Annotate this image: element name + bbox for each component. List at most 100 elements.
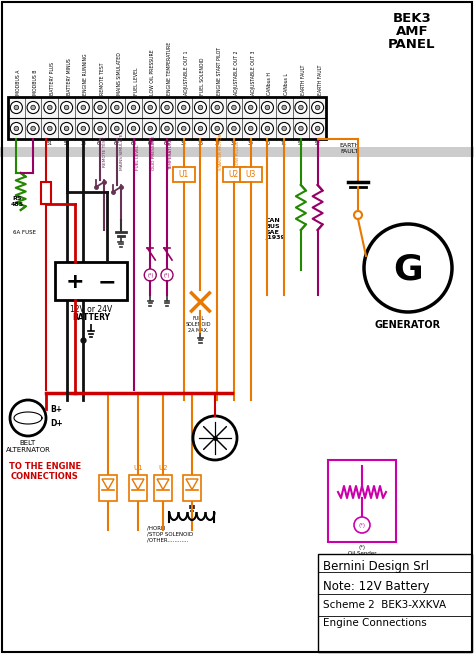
Text: BELT: BELT — [20, 440, 36, 446]
Circle shape — [61, 101, 73, 114]
Text: CAN
BUS
SAE
J1939: CAN BUS SAE J1939 — [265, 218, 285, 241]
Circle shape — [354, 517, 370, 533]
Circle shape — [161, 122, 173, 135]
Text: GLOW PLUGS: GLOW PLUGS — [236, 141, 240, 170]
Circle shape — [228, 122, 240, 135]
Text: PANEL: PANEL — [388, 38, 436, 51]
Circle shape — [98, 105, 102, 110]
Circle shape — [315, 126, 320, 131]
Circle shape — [178, 101, 190, 114]
Circle shape — [194, 101, 207, 114]
Text: EARTH FAULT: EARTH FAULT — [301, 65, 306, 95]
Circle shape — [194, 122, 207, 135]
Text: ADJUSTABLE OUT 2: ADJUSTABLE OUT 2 — [234, 50, 239, 95]
Text: U2: U2 — [158, 465, 168, 471]
Circle shape — [77, 122, 89, 135]
Circle shape — [98, 126, 102, 131]
Text: 35: 35 — [181, 141, 187, 146]
Circle shape — [311, 101, 324, 114]
Text: 71: 71 — [281, 141, 287, 146]
Text: /HORN
/STOP SOLENOID
/OTHER............: /HORN /STOP SOLENOID /OTHER............ — [147, 526, 193, 543]
Circle shape — [131, 126, 136, 131]
Text: Engine Connections: Engine Connections — [323, 618, 427, 628]
Text: S2: S2 — [315, 141, 320, 146]
Circle shape — [248, 126, 253, 131]
Circle shape — [265, 105, 270, 110]
Circle shape — [111, 101, 123, 114]
Circle shape — [282, 126, 286, 131]
Circle shape — [31, 126, 36, 131]
Text: 39: 39 — [248, 141, 254, 146]
Text: FUEL LEVEL: FUEL LEVEL — [134, 67, 138, 95]
Text: CANbus H: CANbus H — [267, 72, 273, 95]
Circle shape — [278, 122, 290, 135]
Text: 70: 70 — [264, 141, 270, 146]
Circle shape — [232, 105, 236, 110]
Circle shape — [299, 126, 303, 131]
Text: REMOTE TEST: REMOTE TEST — [100, 63, 105, 95]
Text: ENGINE RUNNING: ENGINE RUNNING — [83, 54, 88, 95]
Circle shape — [94, 122, 106, 135]
Text: TEMPERATURE: TEMPERATURE — [169, 139, 173, 170]
Circle shape — [299, 105, 303, 110]
Circle shape — [182, 105, 186, 110]
Text: BATTERY: BATTERY — [72, 313, 110, 322]
Text: MODBUS A: MODBUS A — [17, 69, 21, 95]
Circle shape — [61, 122, 73, 135]
Text: GENERATOR: GENERATOR — [375, 320, 441, 330]
Text: Bernini Design Srl: Bernini Design Srl — [323, 560, 429, 573]
Circle shape — [315, 105, 320, 110]
Text: LOW OIL PRESSURE: LOW OIL PRESSURE — [150, 49, 155, 95]
Bar — [99, 475, 117, 501]
Text: 62: 62 — [114, 141, 120, 146]
Circle shape — [228, 101, 240, 114]
Circle shape — [261, 101, 273, 114]
Circle shape — [311, 122, 324, 135]
Text: ADJUSTABLE OUT 1: ADJUSTABLE OUT 1 — [184, 50, 189, 95]
Text: ENGINE START PILOT: ENGINE START PILOT — [217, 47, 222, 95]
Circle shape — [64, 126, 69, 131]
Bar — [223, 167, 245, 182]
Circle shape — [282, 105, 286, 110]
Text: OLIO PRESSURE: OLIO PRESSURE — [152, 135, 156, 170]
Circle shape — [81, 126, 86, 131]
Text: MAINS SIMULATED: MAINS SIMULATED — [117, 52, 122, 95]
Circle shape — [144, 122, 156, 135]
Text: ENGINE TEMPERATURE: ENGINE TEMPERATURE — [167, 42, 172, 95]
Circle shape — [364, 224, 452, 312]
Text: EARTH FAULT: EARTH FAULT — [318, 65, 323, 95]
Bar — [8, 97, 326, 139]
Text: MAINS SIMULATED: MAINS SIMULATED — [120, 130, 124, 170]
Circle shape — [47, 126, 52, 131]
Circle shape — [295, 122, 307, 135]
Circle shape — [111, 122, 123, 135]
Circle shape — [14, 105, 18, 110]
Circle shape — [245, 101, 257, 114]
Text: STARTER MOTOR: STARTER MOTOR — [219, 133, 223, 170]
Text: S1: S1 — [298, 141, 304, 146]
Circle shape — [245, 122, 257, 135]
Text: 51: 51 — [47, 141, 53, 146]
Circle shape — [182, 126, 186, 131]
Text: +: + — [66, 272, 84, 292]
Text: Note: 12V Battery: Note: 12V Battery — [323, 580, 429, 593]
Circle shape — [128, 122, 139, 135]
Circle shape — [115, 126, 119, 131]
Circle shape — [128, 101, 139, 114]
Text: BATTERY MINUS: BATTERY MINUS — [66, 58, 72, 95]
Text: FUEL SOLENOID: FUEL SOLENOID — [201, 58, 205, 95]
Text: 66: 66 — [164, 141, 170, 146]
Bar — [183, 475, 201, 501]
Polygon shape — [102, 479, 114, 489]
Circle shape — [47, 105, 52, 110]
Text: (*): (*) — [164, 273, 170, 277]
Bar — [129, 475, 147, 501]
Text: BEK3: BEK3 — [392, 12, 431, 25]
Circle shape — [278, 101, 290, 114]
Circle shape — [148, 126, 153, 131]
Text: 12V or 24V: 12V or 24V — [70, 305, 112, 314]
Bar — [173, 167, 195, 182]
Circle shape — [265, 126, 270, 131]
Text: Scheme 2  BEK3-XXKVA: Scheme 2 BEK3-XXKVA — [323, 600, 446, 610]
Circle shape — [295, 101, 307, 114]
